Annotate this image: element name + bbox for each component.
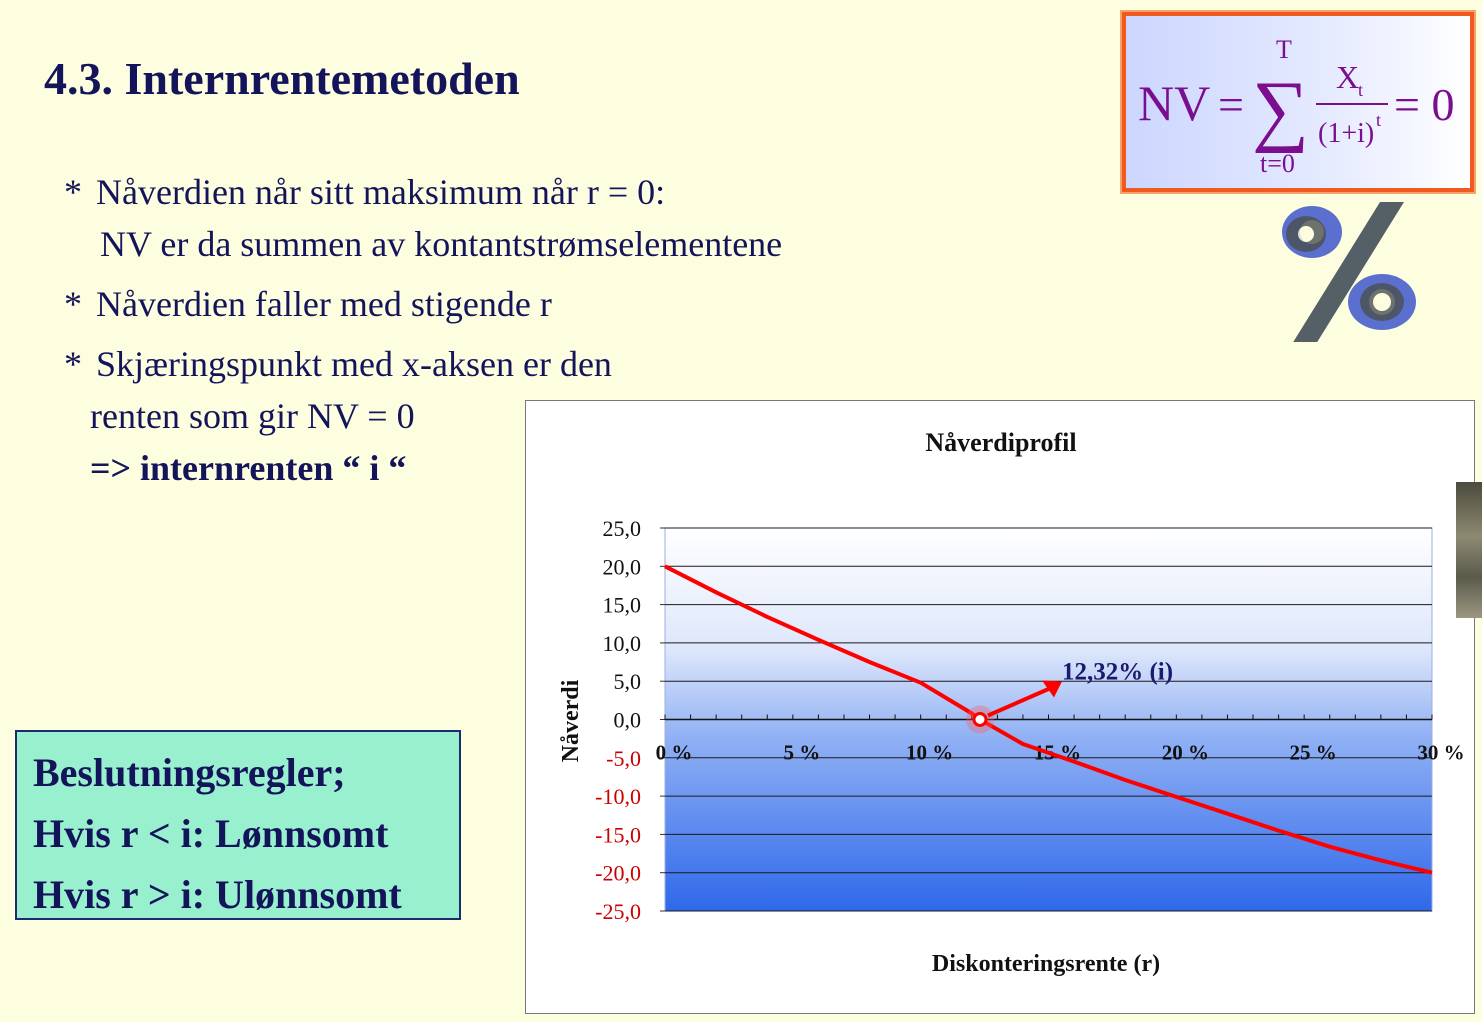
annotation-arrow-shaft [987,685,1053,718]
y-tick-labels: 25,0 20,0 15,0 10,0 5,0 0,0 -5,0 -10,0 -15,0 -20,… [595,516,665,924]
formula-denominator-sup: t [1376,110,1381,130]
formula-numerator-sub: t [1358,80,1363,100]
bullet-text: Nåverdien faller med stigende r [96,284,552,324]
bullet-star: * [64,284,82,324]
y-tick-label: -5,0 [606,746,641,771]
x-tick-label: 20 % [1162,741,1209,765]
y-tick-label: -25,0 [595,899,641,924]
x-axis: 0 % 5 % 10 % 15 % 20 % 25 % 30 % [656,714,1465,765]
rule-unprofitable: Hvis r > i: Ulønnsomt [33,872,402,917]
annotation-layer: 12,32% (i) [965,659,1173,734]
bullet-intersection: * Skjæringspunkt med x-aksen er den rente… [64,338,964,494]
bullet-text: NV er da summen av kontantstrømselemente… [100,224,783,264]
bullet-max: * Nåverdien når sitt maksimum når r = 0: … [64,166,964,270]
formula-numerator: X [1336,59,1359,95]
annotation-arrowhead [1041,680,1062,698]
formula-lower: t=0 [1260,149,1295,178]
bullet-star: * [64,172,82,212]
grid-lines [665,527,1432,912]
formula-sum-sign: ∑ [1252,66,1309,154]
chart-canvas: Nåverdiprofil 25,0 20,0 15,0 10,0 5,0 0,0 -5,0… [558,428,1465,977]
bullet-star: * [64,344,82,384]
y-axis-label: Nåverdi [558,679,584,762]
bullet-text-emphasis: => internrenten “ i “ [90,448,407,488]
y-tick-label: 20,0 [603,554,642,579]
y-tick-label: -20,0 [595,861,641,886]
formula-box: NV = T ∑ t=0 X t (1+i) t = 0 [1120,10,1476,194]
x-tick-label: 5 % [783,741,820,765]
x-tick-label: 30 % [1417,741,1464,765]
npv-profile-chart: Nåverdiprofil 25,0 20,0 15,0 10,0 5,0 0,0 -5,0… [525,400,1475,1014]
slide-title: 4.3. Internrentemetoden [44,53,520,104]
formula-denominator: (1+i) [1318,118,1374,149]
percent-icon [1282,202,1416,342]
bullet-text: Skjæringspunkt med x-aksen er den [96,344,612,384]
y-tick-label: 5,0 [614,669,642,694]
rule-profitable: Hvis r < i: Lønnsomt [33,811,389,856]
y-tick-label: -15,0 [595,822,641,847]
series-layer [664,564,1433,875]
formula-rhs: = 0 [1394,79,1454,130]
npv-formula: NV = T ∑ t=0 X t (1+i) t = 0 [1138,35,1454,178]
irr-marker [972,712,988,727]
y-tick-label: 0,0 [614,708,642,733]
bullet-falling: * Nåverdien faller med stigende r [64,278,964,330]
decision-rules-box: Beslutningsregler; Hvis r < i: Lønnsomt … [15,730,461,920]
formula-lhs: NV [1138,75,1210,131]
formula-equals: = [1218,79,1244,130]
video-thumbnail-edge [1456,482,1482,618]
x-tick-label: 0 % [656,741,693,765]
rules-heading: Beslutningsregler; [33,750,346,795]
npv-series-line [664,564,1433,875]
y-tick-label: 25,0 [603,516,642,541]
bullet-text: renten som gir NV = 0 [90,396,415,436]
x-axis-label: Diskonteringsrente (r) [932,951,1160,977]
y-tick-label: -10,0 [595,784,641,809]
x-tick-label: 10 % [906,741,953,765]
bullet-list: * Nåverdien når sitt maksimum når r = 0: … [64,166,964,494]
y-tick-label: 10,0 [603,631,642,656]
annotation-label: 12,32% (i) [1062,659,1173,686]
chart-title: Nåverdiprofil [925,428,1076,457]
formula-upper: T [1276,35,1292,64]
y-tick-label: 15,0 [603,593,642,618]
bullet-text: Nåverdien når sitt maksimum når r = 0: [96,172,666,212]
x-tick-label: 25 % [1290,741,1337,765]
